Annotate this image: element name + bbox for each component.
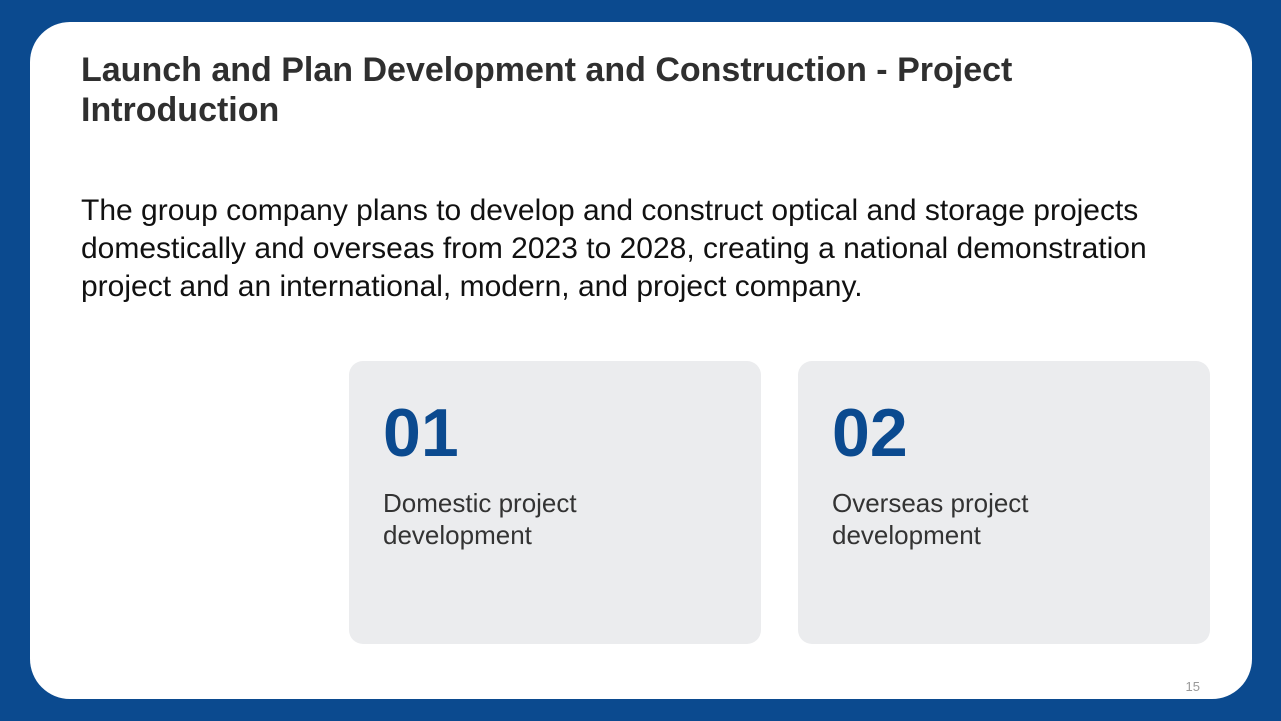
card-number: 02 (832, 395, 908, 471)
card-label: Domestic project development (383, 488, 577, 550)
card-overseas: 02 Overseas project development (798, 361, 1210, 644)
card-number: 01 (383, 395, 459, 471)
slide-title: Launch and Plan Development and Construc… (81, 51, 1013, 129)
slide: Launch and Plan Development and Construc… (30, 22, 1252, 699)
intro-text: The group company plans to develop and c… (81, 194, 1147, 303)
card-domestic: 01 Domestic project development (349, 361, 761, 644)
page-number: 15 (1185, 679, 1200, 694)
card-label: Overseas project development (832, 488, 1029, 550)
